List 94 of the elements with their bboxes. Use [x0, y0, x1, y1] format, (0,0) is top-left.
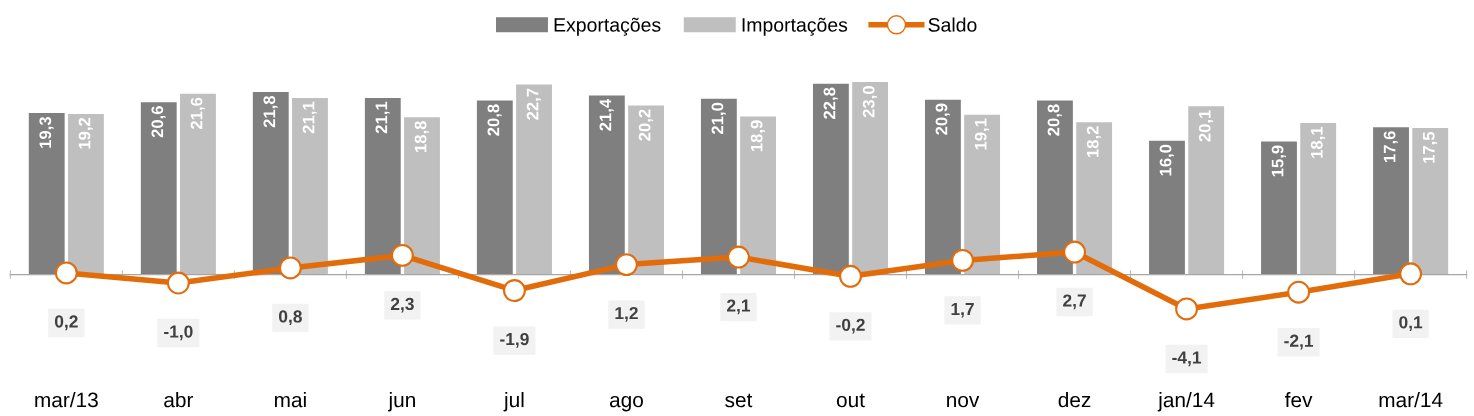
data-label: 21,0	[711, 102, 726, 135]
x-tick-label: mar/13	[35, 392, 98, 408]
point	[614, 253, 638, 277]
bar	[1037, 100, 1073, 275]
data-label: 22,7	[526, 88, 541, 120]
data-label: 2,3	[390, 297, 414, 313]
bar	[1373, 127, 1409, 275]
data-label: -2,1	[1284, 334, 1314, 350]
bar	[68, 113, 104, 275]
bar	[404, 117, 440, 275]
data-label: 18,2	[1086, 126, 1102, 157]
x-tick-label: set	[725, 393, 753, 408]
data-label: 16,0	[1159, 144, 1174, 176]
data-label: 22,8	[823, 87, 838, 119]
data-label: 0,8	[279, 310, 302, 326]
data-label: 20,9	[935, 103, 950, 135]
bar	[1300, 123, 1337, 275]
data-label: 21,6	[190, 97, 205, 129]
data-label: 1,2	[615, 306, 638, 322]
data-label: 21,8	[263, 95, 278, 128]
x-tick-label: jan/14	[1157, 392, 1215, 412]
bar	[964, 114, 1001, 275]
data-label: 18,1	[1310, 126, 1326, 158]
data-label: -1,9	[500, 332, 529, 348]
data-label: 17,6	[1383, 131, 1398, 163]
point	[502, 279, 526, 303]
x-tick-label: mai	[274, 392, 306, 408]
bar	[852, 82, 889, 275]
bar	[180, 93, 216, 275]
x-tick-label: mar/14	[1379, 392, 1443, 408]
data-label: 1,7	[951, 302, 974, 318]
point	[1399, 262, 1423, 286]
legend-label: Importações	[742, 17, 848, 36]
point	[727, 245, 750, 269]
point	[390, 243, 414, 267]
point	[1063, 240, 1086, 264]
bar	[292, 97, 328, 275]
data-label: 15,9	[1271, 145, 1286, 177]
bar	[28, 113, 65, 275]
data-label: 19,1	[974, 118, 990, 150]
bar	[364, 97, 401, 275]
data-label: 21,1	[375, 101, 390, 134]
bar	[1076, 122, 1113, 275]
data-label: 2,1	[727, 299, 751, 315]
point	[54, 261, 78, 285]
bar	[924, 99, 961, 275]
data-label: 17,5	[1423, 131, 1438, 163]
data-label: 20,1	[1198, 110, 1214, 142]
x-tick-label: jun	[387, 392, 415, 412]
bar	[516, 84, 552, 275]
data-label: 19,2	[78, 117, 93, 149]
point	[166, 271, 190, 295]
x-tick-label: dez	[1058, 392, 1091, 408]
data-label: 20,2	[638, 109, 653, 141]
data-label: 20,8	[487, 104, 502, 136]
point	[1287, 280, 1311, 304]
data-label: -0,2	[836, 318, 865, 334]
bar	[740, 116, 776, 275]
bar	[252, 92, 289, 275]
data-label: 20,8	[1047, 104, 1062, 136]
point	[839, 264, 862, 288]
point	[951, 248, 974, 272]
data-label: 23,0	[862, 86, 877, 118]
bar	[1188, 106, 1225, 275]
legend-label: Saldo	[928, 17, 977, 32]
data-label: -4,1	[1172, 351, 1202, 367]
legend-label: Exportações	[554, 17, 661, 36]
data-label: 21,4	[599, 98, 614, 131]
bar	[1412, 128, 1449, 275]
data-label: 21,1	[302, 101, 317, 134]
data-label: 18,8	[414, 121, 429, 152]
bar	[476, 100, 513, 275]
bar	[1149, 140, 1185, 275]
x-tick-label: ago	[609, 395, 643, 412]
data-label: -1,0	[164, 325, 193, 341]
bar	[588, 95, 625, 275]
data-label: 20,6	[151, 106, 166, 138]
data-label: 18,9	[750, 120, 765, 152]
x-tick-label: fev	[1285, 392, 1313, 408]
point	[1175, 297, 1199, 321]
x-tick-label: jul	[503, 392, 524, 412]
data-label: 19,3	[39, 116, 54, 148]
bar	[628, 105, 664, 275]
x-tick-label: abr	[164, 392, 194, 408]
x-tick-label: out	[836, 393, 865, 408]
bar	[1261, 141, 1297, 275]
x-tick-label: nov	[947, 395, 980, 408]
bar	[812, 83, 849, 275]
point	[278, 256, 302, 280]
data-label: 0,2	[54, 315, 78, 331]
bar	[140, 102, 177, 275]
data-label: 2,7	[1063, 294, 1086, 310]
bar	[700, 98, 737, 275]
data-label: 0,1	[1399, 316, 1423, 331]
